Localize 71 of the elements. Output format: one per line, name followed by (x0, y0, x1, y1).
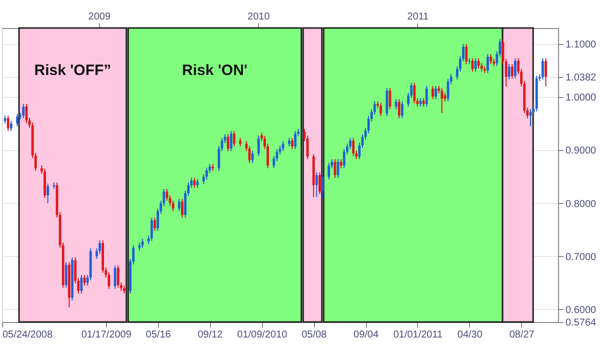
x-tick-label: 05/24/2008 (2, 330, 53, 340)
candlestick (16, 114, 18, 127)
candlestick (25, 103, 28, 124)
candlestick (154, 217, 156, 232)
x2-tick-label: 2010 (248, 12, 270, 22)
x-tick-label: 05/16 (146, 330, 172, 340)
candlestick (465, 43, 468, 65)
x-tick-label: 05/08 (302, 330, 328, 340)
candlestick (394, 98, 398, 110)
candlestick (108, 272, 110, 290)
candlestick (116, 264, 120, 288)
candlestick (44, 168, 46, 198)
candlestick (315, 172, 318, 198)
candlestick (477, 58, 480, 69)
candlestick (178, 198, 180, 212)
candlestick (510, 64, 514, 79)
y-tick-label: 0.6000 (566, 304, 597, 316)
y-tick-label: 1.0382 (566, 72, 597, 84)
candlestick (352, 137, 355, 156)
candlestick (282, 140, 284, 152)
candlestick (544, 58, 547, 87)
y-tick-label: 0.7000 (566, 252, 597, 263)
candlestick (413, 82, 416, 104)
candlestick (150, 217, 153, 242)
x-tick-label: 01/09/2010 (237, 330, 288, 340)
candlestick (398, 98, 400, 119)
candlestick (46, 183, 50, 204)
y-tick-label: 1.1000 (566, 39, 597, 50)
x-tick-label: 09/12 (198, 330, 224, 340)
x-tick-label: 09/04 (354, 330, 379, 340)
candlestick (486, 54, 489, 74)
candlestick (434, 85, 437, 100)
candlestick (440, 88, 444, 114)
candlestick (291, 137, 294, 150)
candlestick (508, 64, 510, 80)
candlestick (181, 198, 184, 218)
y-tick-label: 1.0000 (566, 92, 597, 104)
candlestick (318, 172, 321, 195)
candlestick (340, 158, 342, 169)
x-tick-label: 01/01/2011 (393, 330, 444, 340)
candlestick (230, 130, 232, 152)
candlestick (490, 54, 492, 65)
candlestick (232, 130, 236, 147)
candlestick (6, 115, 10, 132)
candlestick (322, 174, 324, 198)
candlestick (328, 162, 330, 180)
candlestick (432, 85, 434, 100)
y-tick-label: 0.9000 (566, 146, 597, 157)
x-tick-label: 04/30 (457, 330, 483, 340)
band-label: Risk 'OFF” (34, 62, 112, 79)
candlestick (386, 88, 388, 117)
candlestick (205, 167, 208, 180)
y-tick-label: 0.8000 (566, 198, 597, 210)
x2-tick-label: 2011 (407, 12, 430, 22)
candlestick (80, 274, 83, 294)
x2-tick-label: 2009 (88, 12, 111, 22)
candlestick (64, 262, 68, 288)
candlestick (10, 120, 12, 132)
x-tick-label: 08/27 (509, 330, 535, 340)
candlestick (22, 103, 25, 119)
candlestick (542, 58, 544, 80)
candlestick (380, 102, 382, 117)
candlestick (226, 134, 230, 152)
candlestick (514, 58, 516, 79)
candlestick (401, 100, 404, 119)
band-label: Risk 'ON' (182, 62, 248, 79)
candlestick (425, 85, 428, 108)
y-tick-label: 0.5764 (566, 318, 597, 328)
candlestick (294, 130, 296, 150)
candlestick (257, 135, 260, 156)
x-tick-label: 01/17/2009 (81, 330, 132, 340)
